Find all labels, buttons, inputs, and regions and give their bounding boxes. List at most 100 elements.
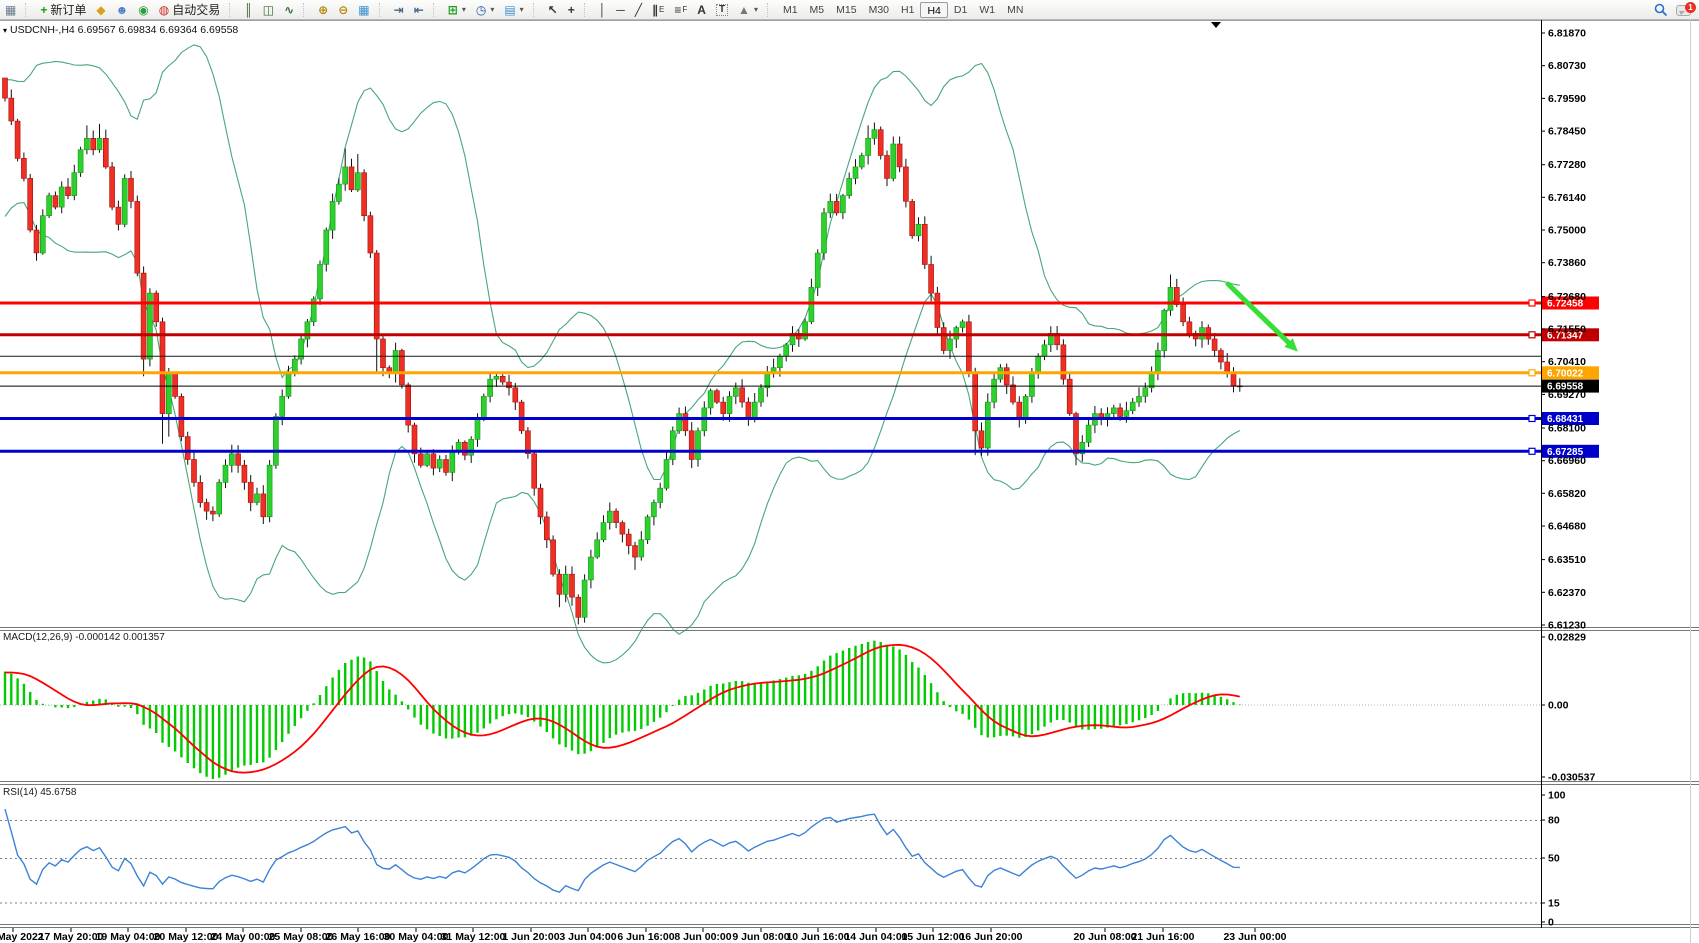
toolbar-group-cursor: ↖ + [543,0,580,19]
candle-body [506,381,512,389]
period-selector-icon[interactable]: ◷ ▾ [471,0,500,19]
bollinger-upper-band [4,44,1240,481]
timeframe-m15[interactable]: M15 [836,3,857,16]
tile-windows-icon[interactable]: ▦ [353,0,374,19]
candle-body [714,390,720,403]
candle-body [934,292,941,328]
bollinger-lower-band [4,202,1241,664]
autotrade-button[interactable]: ◍ 自动交易 [154,0,226,19]
candle-body [417,453,424,466]
candle-body [594,539,601,558]
candle-body [915,224,922,237]
template-icon[interactable]: ▤ ▾ [499,0,528,19]
x-tick-label: 15 Jun 12:00 [901,931,964,943]
equidistant-channel-icon[interactable]: ∥ E [647,0,669,19]
price-badge [1542,366,1599,380]
account-icon[interactable]: ☻ [111,0,134,19]
x-tick-label: 19 May 04:00 [96,931,161,943]
candle-body [424,453,430,466]
candle-body [235,453,241,466]
text-label-icon[interactable]: T [711,0,733,19]
period-selector-icon-caret[interactable]: ▾ [490,5,495,14]
candle-body [575,596,582,618]
candle-body [1022,396,1029,420]
rsi-indicator-label: RSI(14) 45.6758 [3,787,77,798]
y-tick-label: 6.70410 [1548,356,1586,368]
chart-window-icon[interactable]: ▦ [0,0,21,19]
new-chart-icon-caret[interactable]: ▾ [461,5,466,14]
trendline-icon: ╱ [634,2,643,17]
chart-window-icon: ▦ [5,2,17,17]
timeframe-d1[interactable]: D1 [953,3,968,16]
chart-dropdown-arrow[interactable]: ▾ [3,26,8,35]
auto-scroll-icon[interactable]: ⇥ [389,0,409,19]
crosshair-icon: + [567,2,575,17]
line-chart-icon[interactable]: ∿ [279,0,299,19]
candle-body [90,138,96,151]
x-tick-label: 25 May 08:00 [269,931,334,943]
cursor-icon[interactable]: ↖ [543,0,563,19]
x-tick-label: 26 May 16:00 [326,931,391,943]
new-order-button[interactable]: + 新订单 [35,0,91,19]
timeframe-h4[interactable]: H4 [920,1,948,18]
timeframe-m30[interactable]: M30 [868,3,890,16]
chart-shift-icon[interactable]: ⇤ [409,0,429,19]
shapes-icon[interactable]: ▲ ▾ [733,0,763,19]
toolbar-separator [766,2,774,17]
candle-body [909,201,916,237]
shapes-icon-caret[interactable]: ▾ [753,5,758,14]
text-icon: A [697,2,706,17]
price-badge-label: 6.69558 [1547,382,1584,393]
horizontal-line-icon[interactable]: ─ [611,0,630,19]
candle-body [846,178,853,196]
toolbar-group-scroll: ⇥ ⇤ [389,0,429,19]
candle-body [940,327,947,351]
candle-body [1041,344,1048,357]
candle-body [1060,344,1067,380]
candle-body [121,178,128,225]
trendline-icon[interactable]: ╱ [630,0,647,19]
zoom-in-icon[interactable]: ⊕ [313,0,333,19]
timeframe-m1[interactable]: M1 [782,3,798,16]
candle-body [569,573,575,598]
x-tick-label: 6 Jun 16:00 [617,931,674,943]
candle-body [991,378,997,403]
depth-of-market-icon[interactable]: ◆ [91,0,110,19]
new-chart-icon[interactable]: ⊞ ▾ [443,0,471,19]
equidistant-channel-icon: ∥ [652,2,659,17]
candle-body [1111,407,1117,414]
chat-icon[interactable]: 1 [1676,1,1696,16]
candle-body [732,387,739,397]
text-icon[interactable]: A [692,0,711,19]
trend-arrow-annotation[interactable] [1225,281,1293,347]
candle-body [871,129,878,139]
vertical-line-icon[interactable]: │ [594,0,612,19]
x-tick-label: 23 Jun 00:00 [1223,931,1286,943]
timeframe-h1[interactable]: H1 [901,3,915,16]
candle-body [802,321,808,340]
signals-icon[interactable]: ◉ [133,0,153,19]
crosshair-icon[interactable]: + [563,0,580,19]
timeframe-mn[interactable]: MN [1007,3,1024,16]
horizontal-line-icon: ─ [616,2,625,17]
price-badge [1542,412,1599,425]
zoom-out-icon[interactable]: ⊖ [333,0,353,19]
candle-body [1230,373,1237,387]
candle-body [493,375,500,380]
candle-body [827,201,834,214]
y-tick-label: 6.72680 [1548,291,1586,303]
toolbar-separator [432,2,440,17]
candle-body [203,502,210,512]
fibonacci-icon[interactable]: ≡ F [669,0,692,19]
timeframe-m5[interactable]: M5 [809,3,825,16]
chart-plot-area[interactable]: 6.72458 6.71347 6.70022 6.69558 6.68431 6.672… [0,20,1699,943]
candle-body [285,373,292,397]
template-icon-caret[interactable]: ▾ [519,5,524,14]
timeframe-w1[interactable]: W1 [979,3,996,16]
price-badge-label: 6.67285 [1547,447,1584,458]
search-icon[interactable] [1654,3,1668,17]
candle-body [184,436,191,460]
chart-shift-marker[interactable] [1211,22,1221,28]
candlestick-chart-icon[interactable]: ◫ [258,0,279,19]
bars-chart-icon[interactable]: ║ [239,0,258,19]
